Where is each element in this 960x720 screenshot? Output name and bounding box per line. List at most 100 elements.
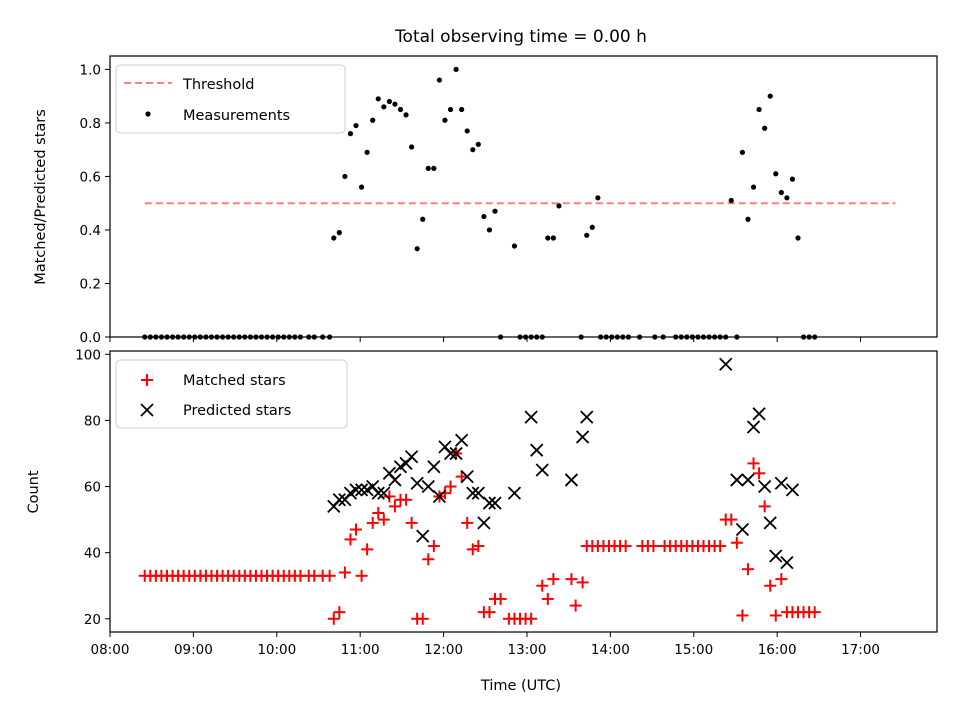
- predicted-star-point: [564, 473, 579, 487]
- predicted-star-point: [488, 496, 502, 510]
- top-y-axis-label: Matched/Predicted stars: [33, 109, 49, 285]
- measurement-point: [414, 246, 420, 252]
- measurement-point: [436, 77, 443, 83]
- measurement-point: [247, 334, 253, 340]
- matched-star-point: [525, 612, 538, 625]
- matched-star-point: [730, 536, 743, 549]
- measurement-point: [475, 141, 481, 147]
- measurement-point: [497, 334, 504, 340]
- matched-star-point: [775, 573, 788, 586]
- matched-star-point: [327, 612, 340, 625]
- top-y-tick-label: 0.4: [80, 223, 101, 239]
- top-y-tick-label: 0.8: [80, 116, 101, 132]
- measurement-point: [625, 334, 632, 340]
- matched-star-point: [422, 553, 435, 566]
- measurement-point: [739, 149, 746, 155]
- measurement-point: [231, 334, 237, 340]
- matched-star-point: [736, 609, 749, 622]
- predicted-star-point: [354, 483, 369, 497]
- x-tick-label: 14:00: [591, 642, 630, 658]
- bottom-y-tick-label: 60: [84, 480, 101, 496]
- matched-star-point: [536, 579, 549, 592]
- matched-star-point: [323, 569, 336, 582]
- matched-star-point: [400, 493, 413, 506]
- bottom-y-tick-label: 80: [84, 413, 101, 429]
- matched-star-point: [388, 500, 401, 513]
- measurement-point: [723, 334, 729, 340]
- predicted-star-point: [575, 430, 590, 444]
- measurement-point: [236, 334, 242, 340]
- measurement-point: [447, 106, 454, 113]
- measurement-point: [286, 334, 292, 340]
- legend-matched-label: Matched stars: [183, 373, 286, 389]
- measurement-point: [431, 165, 437, 171]
- measurement-point: [347, 131, 354, 137]
- measurement-point: [614, 334, 620, 340]
- measurement-point: [589, 224, 595, 230]
- measurement-point: [539, 334, 545, 340]
- bottom-legend: Matched stars Predicted stars: [115, 359, 348, 429]
- measurement-point: [806, 334, 812, 340]
- measurement-point: [275, 334, 281, 340]
- measurement-point: [142, 334, 148, 340]
- measurement-point: [392, 101, 398, 107]
- predicted-star-point: [371, 486, 385, 500]
- measurement-point: [425, 165, 431, 171]
- bottom-panel: 20 40 60 80 100 08:00 09:00 10:00 11:00 12:00 13:0…: [26, 347, 938, 694]
- measurement-point: [700, 334, 707, 340]
- measurement-point: [717, 334, 723, 340]
- measurement-point: [358, 184, 365, 190]
- predicted-star-point: [741, 473, 755, 487]
- matched-star-point: [725, 513, 738, 526]
- measurement-point: [375, 96, 381, 102]
- x-tick-label: 13:00: [508, 642, 547, 658]
- x-tick-label: 11:00: [341, 642, 380, 658]
- measurement-point: [745, 216, 751, 222]
- measurement-point: [158, 334, 165, 340]
- measurement-point: [767, 93, 773, 99]
- measurement-point: [517, 334, 523, 340]
- measurement-point: [522, 334, 529, 340]
- predicted-star-point: [580, 410, 594, 424]
- predicted-star-point: [421, 479, 435, 494]
- matched-star-point: [714, 540, 727, 553]
- predicted-star-point: [410, 476, 424, 490]
- measurement-point: [652, 334, 658, 340]
- measurement-point: [734, 334, 740, 340]
- legend-predicted-label: Predicted stars: [183, 403, 291, 419]
- predicted-star-point: [719, 357, 733, 371]
- predicted-star-point: [349, 483, 363, 497]
- measurement-point: [442, 117, 448, 123]
- predicted-star-point: [780, 555, 794, 570]
- measurement-point: [453, 66, 459, 72]
- measurement-point: [386, 98, 392, 105]
- measurement-point: [584, 232, 590, 238]
- measurement-point: [397, 106, 404, 113]
- matched-star-point: [372, 506, 385, 519]
- measurement-point: [534, 334, 540, 340]
- measurement-point: [225, 334, 231, 340]
- measurement-point: [164, 334, 170, 340]
- predicted-star-point: [449, 446, 463, 461]
- measurement-point: [773, 171, 779, 177]
- x-tick-label: 15:00: [674, 642, 713, 658]
- legend-measurements-label: Measurements: [183, 108, 290, 124]
- measurement-point: [636, 334, 643, 340]
- measurement-point: [812, 334, 818, 340]
- measurement-point: [186, 334, 192, 340]
- predicted-star-point: [535, 463, 549, 477]
- measurement-point: [728, 197, 734, 204]
- predicted-star-point: [471, 486, 485, 500]
- measurement-point: [684, 334, 690, 340]
- measurement-point: [297, 334, 304, 340]
- bottom-plot-area: 20 40 60 80 100 08:00 09:00 10:00 11:00 12:00 13:0…: [75, 347, 880, 658]
- measurement-point: [169, 334, 176, 340]
- measurement-point: [192, 334, 198, 340]
- predicted-star-point: [416, 529, 430, 543]
- measurement-point: [336, 230, 342, 236]
- matched-star-point: [808, 606, 821, 619]
- x-tick-label: 10:00: [257, 642, 296, 658]
- bottom-legend-box: [115, 359, 348, 429]
- x-tick-label: 08:00: [91, 642, 130, 658]
